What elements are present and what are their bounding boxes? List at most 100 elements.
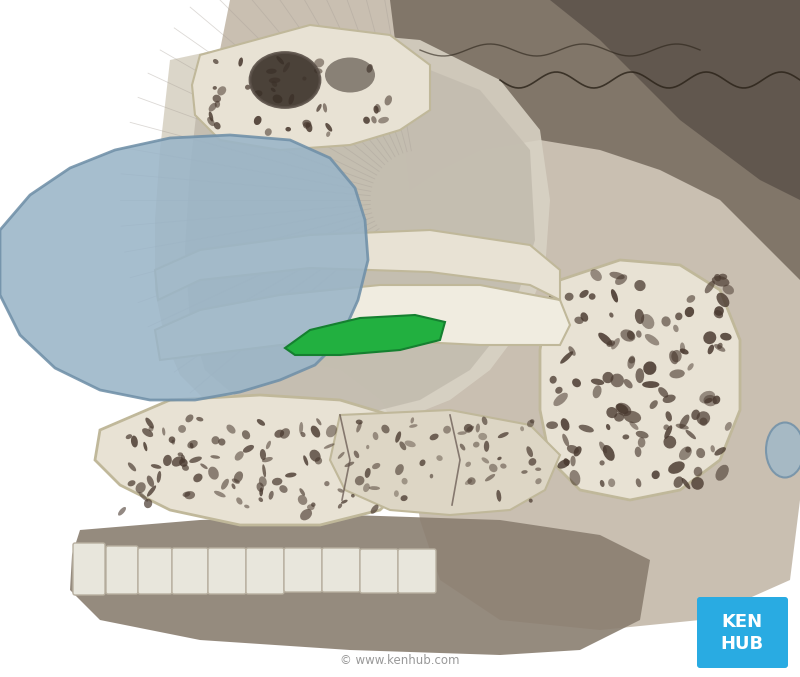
Ellipse shape [162, 427, 166, 435]
Ellipse shape [210, 455, 220, 459]
Ellipse shape [314, 58, 324, 68]
Ellipse shape [209, 103, 217, 112]
Ellipse shape [708, 345, 714, 354]
Ellipse shape [642, 381, 659, 388]
FancyBboxPatch shape [360, 549, 398, 593]
Ellipse shape [464, 424, 473, 433]
Ellipse shape [430, 474, 434, 479]
Ellipse shape [303, 122, 310, 129]
Ellipse shape [299, 422, 303, 434]
Ellipse shape [226, 424, 235, 434]
Ellipse shape [302, 77, 306, 81]
Ellipse shape [636, 330, 642, 338]
FancyBboxPatch shape [398, 549, 436, 593]
Ellipse shape [218, 86, 226, 95]
Polygon shape [192, 25, 430, 150]
Ellipse shape [673, 325, 678, 332]
Ellipse shape [369, 486, 380, 490]
Ellipse shape [382, 424, 390, 433]
Ellipse shape [694, 467, 702, 477]
Ellipse shape [555, 387, 562, 394]
Ellipse shape [636, 431, 649, 439]
Ellipse shape [354, 451, 359, 458]
Ellipse shape [208, 466, 219, 479]
Ellipse shape [430, 434, 438, 440]
Ellipse shape [699, 391, 715, 403]
Ellipse shape [184, 491, 195, 500]
Polygon shape [540, 260, 740, 500]
Ellipse shape [118, 507, 126, 516]
Ellipse shape [520, 427, 524, 431]
Ellipse shape [378, 117, 389, 123]
Ellipse shape [560, 351, 573, 364]
Ellipse shape [178, 452, 183, 456]
Ellipse shape [710, 445, 715, 452]
Ellipse shape [405, 441, 416, 447]
Ellipse shape [526, 446, 533, 457]
Ellipse shape [128, 462, 136, 471]
Ellipse shape [443, 426, 451, 434]
Ellipse shape [356, 420, 362, 424]
Ellipse shape [717, 292, 730, 307]
Ellipse shape [650, 400, 658, 409]
Ellipse shape [599, 460, 605, 466]
Ellipse shape [567, 445, 579, 454]
Ellipse shape [218, 439, 226, 445]
Ellipse shape [581, 312, 588, 322]
Ellipse shape [565, 292, 574, 301]
Ellipse shape [213, 95, 221, 102]
Ellipse shape [589, 293, 595, 300]
Ellipse shape [370, 504, 378, 514]
Ellipse shape [714, 344, 726, 352]
Ellipse shape [276, 56, 284, 64]
Ellipse shape [611, 338, 620, 349]
Ellipse shape [608, 479, 615, 487]
Polygon shape [155, 30, 550, 435]
Ellipse shape [679, 447, 692, 460]
Ellipse shape [460, 443, 466, 450]
Ellipse shape [259, 487, 263, 496]
Ellipse shape [179, 458, 188, 467]
Ellipse shape [266, 68, 277, 74]
Ellipse shape [496, 490, 502, 502]
Ellipse shape [243, 445, 254, 453]
Ellipse shape [285, 473, 297, 477]
Ellipse shape [262, 464, 266, 477]
Ellipse shape [766, 422, 800, 477]
Ellipse shape [664, 425, 672, 439]
Ellipse shape [602, 372, 614, 383]
Ellipse shape [535, 478, 542, 484]
Ellipse shape [266, 441, 271, 450]
Ellipse shape [301, 432, 306, 437]
Ellipse shape [257, 483, 264, 492]
Ellipse shape [187, 440, 198, 449]
Ellipse shape [666, 411, 672, 422]
Ellipse shape [705, 398, 713, 403]
Ellipse shape [570, 456, 576, 466]
Ellipse shape [355, 476, 364, 485]
Polygon shape [155, 285, 570, 360]
Ellipse shape [579, 290, 589, 298]
Ellipse shape [135, 482, 146, 494]
Ellipse shape [238, 58, 243, 66]
Ellipse shape [200, 464, 208, 469]
Ellipse shape [372, 463, 380, 469]
Ellipse shape [674, 477, 683, 488]
Ellipse shape [259, 477, 266, 487]
Ellipse shape [402, 478, 408, 485]
Ellipse shape [315, 457, 322, 464]
Ellipse shape [182, 464, 189, 471]
Ellipse shape [554, 393, 568, 406]
Ellipse shape [221, 479, 229, 489]
Ellipse shape [498, 457, 502, 460]
Ellipse shape [273, 95, 282, 104]
Ellipse shape [138, 492, 148, 502]
Ellipse shape [714, 310, 723, 318]
Polygon shape [390, 0, 800, 280]
Ellipse shape [366, 445, 370, 449]
Ellipse shape [410, 417, 414, 423]
Ellipse shape [338, 488, 344, 493]
Ellipse shape [679, 414, 690, 429]
Ellipse shape [286, 127, 291, 131]
Ellipse shape [668, 461, 685, 474]
